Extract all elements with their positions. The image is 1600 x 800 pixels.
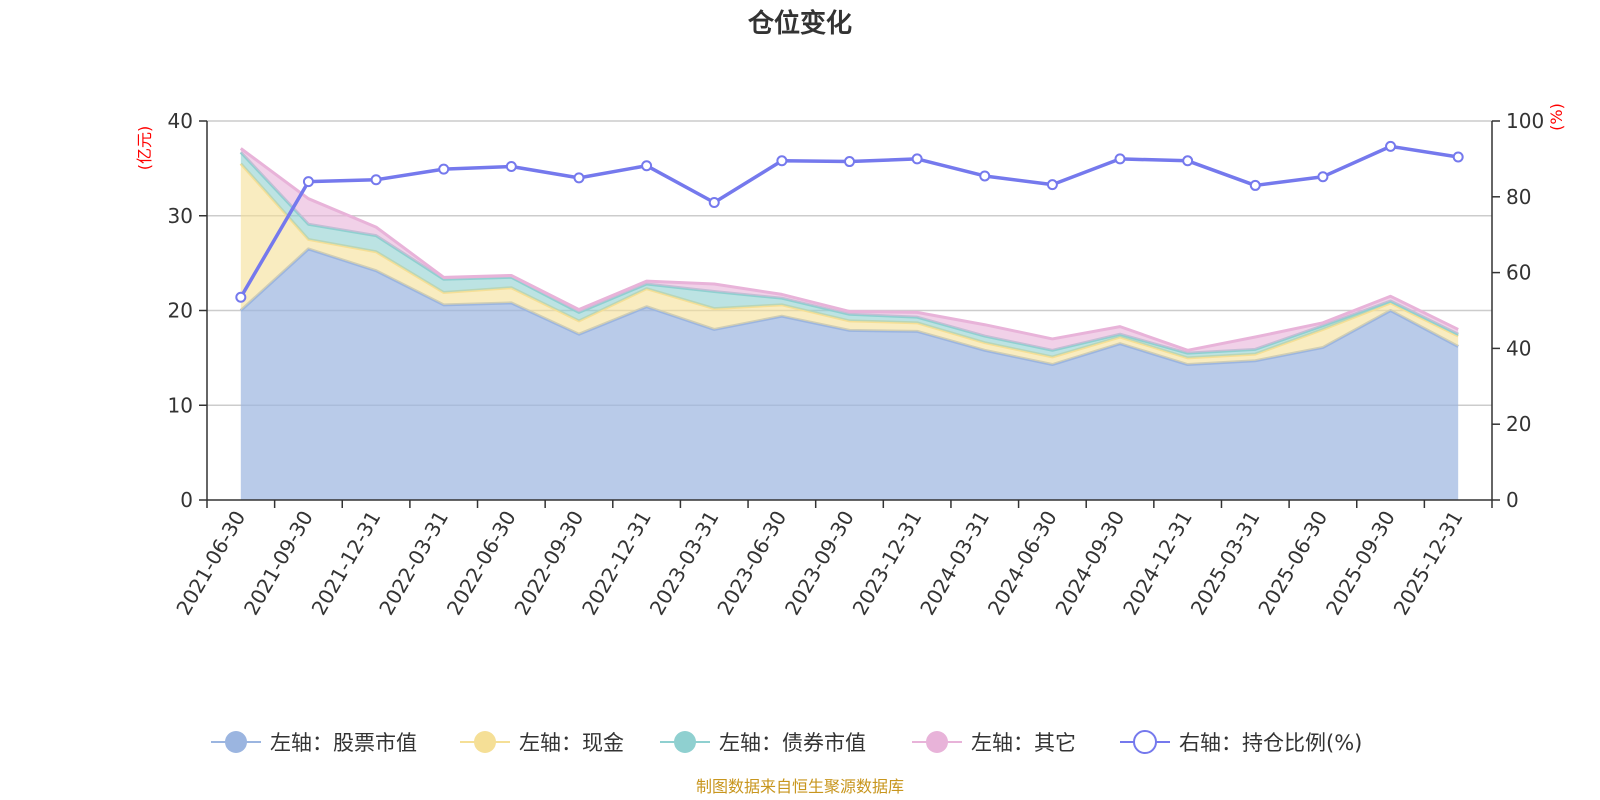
legend-swatch-marker xyxy=(674,731,696,753)
legend-item-3[interactable]: 左轴：债券市值 xyxy=(660,731,866,755)
x-tick-label: 2023-09-30 xyxy=(780,507,859,620)
legend-item-5[interactable]: 右轴：持仓比例(%) xyxy=(1120,730,1362,755)
x-tick-label: 2025-09-30 xyxy=(1321,507,1400,620)
right-tick-label: 60 xyxy=(1506,261,1531,285)
left-tick-label: 0 xyxy=(180,488,193,512)
area-line-4 xyxy=(239,147,1459,352)
x-tick-label: 2021-12-31 xyxy=(307,507,386,620)
legend-item-2[interactable]: 左轴：现金 xyxy=(460,731,624,755)
area-1 xyxy=(240,248,1459,500)
x-tick-label: 2021-06-30 xyxy=(171,507,250,620)
x-tick-label: 2022-09-30 xyxy=(509,507,588,620)
ratio-point xyxy=(438,163,450,175)
right-tick-label: 80 xyxy=(1506,185,1531,209)
ratio-point xyxy=(302,176,314,188)
x-tick-label: 2024-03-31 xyxy=(915,507,994,620)
ratio-point xyxy=(1182,155,1194,167)
legend-label: 左轴：股票市值 xyxy=(270,731,417,755)
x-tick-label: 2022-06-30 xyxy=(442,507,521,620)
ratio-point xyxy=(1452,151,1464,163)
ratio-point xyxy=(844,156,855,168)
ratio-point xyxy=(1317,171,1329,183)
left-axis-unit: (亿元) xyxy=(135,126,154,171)
legend-item-4[interactable]: 左轴：其它 xyxy=(912,731,1076,755)
legend-swatch-marker xyxy=(1133,730,1157,754)
stacked-areas xyxy=(239,147,1459,500)
x-tick-label: 2023-03-31 xyxy=(645,507,724,620)
ratio-point xyxy=(370,174,382,186)
x-tick-label: 2025-06-30 xyxy=(1253,507,1332,620)
ratio-point xyxy=(505,160,517,172)
left-tick-label: 20 xyxy=(168,299,193,323)
right-tick-label: 20 xyxy=(1506,412,1531,436)
x-tick-label: 2024-06-30 xyxy=(983,507,1062,620)
ratio-point xyxy=(1385,140,1397,152)
ratio-point xyxy=(708,196,720,208)
ratio-point xyxy=(1114,153,1126,165)
x-tick-label: 2022-12-31 xyxy=(577,507,656,620)
left-tick-label: 10 xyxy=(168,393,193,417)
legend-item-1[interactable]: 左轴：股票市值 xyxy=(211,731,417,755)
x-tick-label: 2024-09-30 xyxy=(1050,507,1129,620)
ratio-point xyxy=(979,170,991,182)
legend-swatch-marker xyxy=(225,731,247,753)
left-tick-label: 30 xyxy=(168,204,193,228)
ratio-point xyxy=(1046,179,1058,191)
x-tick-label: 2023-06-30 xyxy=(712,507,791,620)
legend-swatch-marker xyxy=(926,731,948,753)
right-tick-label: 100 xyxy=(1506,109,1544,133)
legend: 左轴：股票市值 左轴：现金 左轴：债券市值 左轴：其它 右轴：持仓比例(%) xyxy=(211,730,1362,755)
legend-label: 右轴：持仓比例(%) xyxy=(1179,731,1362,755)
ratio-point xyxy=(573,172,585,184)
x-tick-label: 2024-12-31 xyxy=(1118,507,1197,620)
ratio-point xyxy=(235,291,247,303)
chart-title: 仓位变化 xyxy=(747,8,852,39)
source-note: 制图数据来自恒生聚源数据库 xyxy=(696,777,904,796)
left-tick-label: 40 xyxy=(168,109,193,133)
area-3 xyxy=(240,152,1459,358)
position-ratio-series xyxy=(235,140,1464,303)
ratio-point xyxy=(1249,179,1261,191)
ratio-point xyxy=(776,155,788,167)
x-tick-label: 2025-12-31 xyxy=(1389,507,1468,620)
right-tick-label: 40 xyxy=(1506,336,1531,360)
area-2 xyxy=(240,163,1459,365)
x-tick-label: 2021-09-30 xyxy=(239,507,318,620)
legend-swatch-marker xyxy=(474,731,496,753)
right-tick-label: 0 xyxy=(1506,488,1519,512)
legend-label: 左轴：其它 xyxy=(971,731,1076,755)
x-tick-label: 2025-03-31 xyxy=(1186,507,1265,620)
ratio-point xyxy=(641,160,653,172)
x-tick-label: 2022-03-31 xyxy=(374,507,453,620)
right-axis-unit: (%) xyxy=(1547,103,1566,131)
legend-label: 左轴：债券市值 xyxy=(719,731,866,755)
ratio-point xyxy=(911,153,923,165)
x-tick-label: 2023-12-31 xyxy=(848,507,927,620)
legend-label: 左轴：现金 xyxy=(519,731,624,755)
